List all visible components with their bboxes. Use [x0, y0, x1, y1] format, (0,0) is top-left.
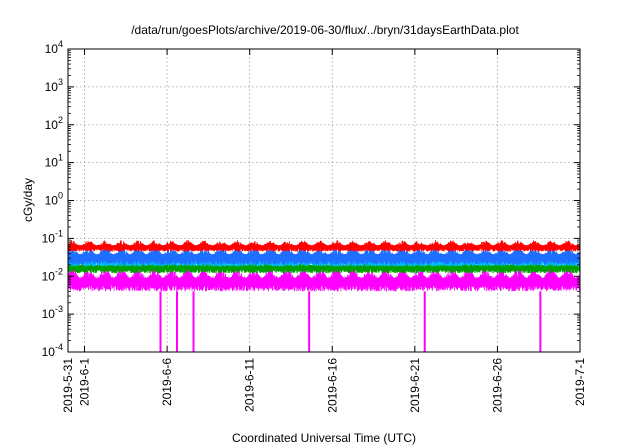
data-series	[67, 240, 581, 352]
x-tick-label: 2019-6-21	[408, 358, 422, 413]
series-band	[67, 240, 581, 252]
chart-title: /data/run/goesPlots/archive/2019-06-30/f…	[131, 23, 519, 37]
x-tick-label: 2019-6-6	[160, 358, 174, 406]
y-tick-label: 103	[45, 77, 63, 94]
x-tick-label: 2019-6-1	[78, 358, 92, 406]
x-tick-label: 2019-5-31	[61, 358, 75, 413]
y-axis-ticks: 10-4 10-3 10-2 10-1 100 101 102 103 104	[42, 39, 580, 359]
x-tick-label: 2019-7-1	[573, 358, 587, 406]
y-tick-label: 10-2	[42, 266, 63, 283]
x-axis-label: Coordinated Universal Time (UTC)	[232, 431, 416, 445]
grid-lines	[68, 49, 580, 352]
y-tick-label: 104	[45, 39, 63, 56]
x-tick-label: 2019-6-26	[490, 358, 504, 413]
y-tick-label: 100	[45, 191, 63, 208]
x-axis-ticks: 2019-5-31 2019-6-1 2019-6-6 2019-6-11 2019-6…	[61, 49, 587, 413]
y-tick-label: 102	[45, 115, 63, 132]
x-tick-label: 2019-6-11	[243, 358, 257, 412]
y-axis-label: cGy/day	[21, 178, 35, 222]
x-tick-label: 2019-6-16	[325, 358, 339, 413]
y-tick-label: 10-4	[42, 342, 63, 359]
y-tick-label: 101	[45, 153, 63, 170]
y-tick-label: 10-1	[42, 228, 63, 245]
y-tick-label: 10-3	[42, 304, 63, 321]
